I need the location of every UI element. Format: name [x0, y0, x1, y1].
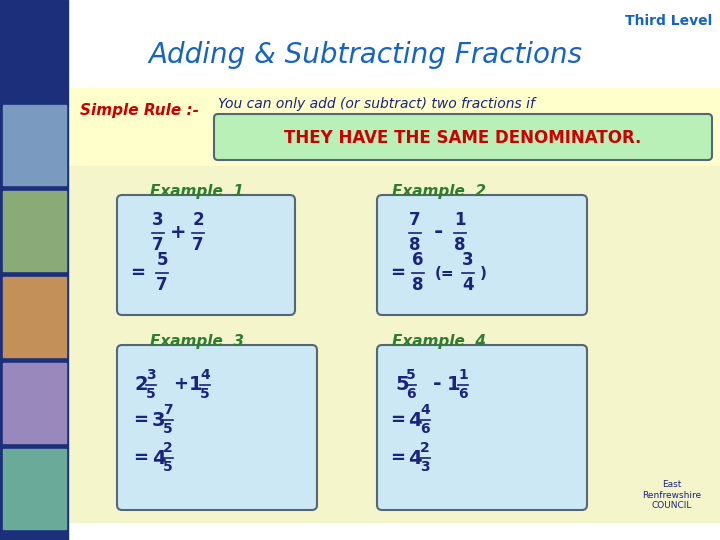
- Text: Example  3: Example 3: [150, 334, 244, 349]
- Text: ): ): [480, 266, 487, 280]
- FancyBboxPatch shape: [377, 345, 587, 510]
- Text: 5: 5: [163, 422, 173, 436]
- Bar: [3, 105, 66, 185]
- Bar: [3, 363, 66, 443]
- Text: 5: 5: [163, 461, 173, 475]
- Text: 3: 3: [420, 461, 430, 475]
- Text: 8: 8: [413, 276, 424, 294]
- Text: 2: 2: [135, 375, 148, 395]
- Text: 1: 1: [189, 375, 202, 395]
- Text: 3: 3: [152, 410, 166, 429]
- FancyBboxPatch shape: [117, 195, 295, 315]
- FancyBboxPatch shape: [117, 345, 317, 510]
- Text: 2: 2: [192, 211, 204, 230]
- Bar: [3, 191, 66, 271]
- Text: (=: (=: [435, 266, 454, 280]
- Text: Simple Rule :-: Simple Rule :-: [80, 104, 199, 118]
- Text: 4: 4: [408, 449, 422, 468]
- Text: +: +: [170, 222, 186, 241]
- Text: 7: 7: [409, 211, 420, 230]
- Text: 6: 6: [458, 388, 468, 401]
- Text: 4: 4: [408, 410, 422, 429]
- Text: 3: 3: [462, 252, 474, 269]
- Text: THEY HAVE THE SAME DENOMINATOR.: THEY HAVE THE SAME DENOMINATOR.: [284, 129, 642, 147]
- Bar: [68, 166, 720, 522]
- Text: 5: 5: [406, 368, 416, 382]
- Text: 6: 6: [406, 388, 416, 401]
- Text: 5: 5: [200, 388, 210, 401]
- Text: -: -: [433, 222, 443, 242]
- Text: 1: 1: [454, 211, 466, 230]
- Text: 1: 1: [447, 375, 461, 395]
- Text: 5: 5: [146, 388, 156, 401]
- Text: Third Level: Third Level: [625, 14, 712, 28]
- Text: =: =: [390, 411, 405, 429]
- Text: 3: 3: [152, 211, 164, 230]
- Text: 4: 4: [152, 449, 166, 468]
- Text: 4: 4: [200, 368, 210, 382]
- Text: Example  1: Example 1: [150, 184, 244, 199]
- Bar: [68, 88, 720, 166]
- Text: 3: 3: [146, 368, 156, 382]
- Text: 5: 5: [395, 375, 409, 395]
- Text: East
Renfrewshire
COUNCIL: East Renfrewshire COUNCIL: [642, 480, 701, 510]
- Text: =: =: [390, 264, 405, 282]
- Text: 4: 4: [420, 403, 430, 417]
- Bar: [0, 0, 68, 540]
- Text: 4: 4: [462, 276, 474, 294]
- FancyBboxPatch shape: [377, 195, 587, 315]
- Bar: [3, 277, 66, 357]
- Text: -: -: [433, 374, 441, 394]
- Text: Example  4: Example 4: [392, 334, 486, 349]
- Text: 7: 7: [156, 276, 168, 294]
- Text: 6: 6: [413, 252, 424, 269]
- Text: 7: 7: [163, 403, 173, 417]
- Text: =: =: [390, 449, 405, 467]
- Text: 7: 7: [152, 236, 164, 254]
- Text: =: =: [133, 411, 148, 429]
- Text: +: +: [173, 375, 188, 393]
- Text: 6: 6: [420, 422, 430, 436]
- Text: 8: 8: [454, 236, 466, 254]
- Text: 5: 5: [156, 252, 168, 269]
- Text: 1: 1: [458, 368, 468, 382]
- Text: You can only add (or subtract) two fractions if: You can only add (or subtract) two fract…: [218, 97, 535, 111]
- Text: Adding & Subtracting Fractions: Adding & Subtracting Fractions: [148, 41, 582, 69]
- FancyBboxPatch shape: [214, 114, 712, 160]
- Bar: [3, 449, 66, 529]
- Text: 2: 2: [420, 441, 430, 455]
- Text: 8: 8: [409, 236, 420, 254]
- Text: 2: 2: [163, 441, 173, 455]
- Text: =: =: [130, 264, 145, 282]
- Text: Example  2: Example 2: [392, 184, 486, 199]
- Text: =: =: [133, 449, 148, 467]
- Text: 7: 7: [192, 236, 204, 254]
